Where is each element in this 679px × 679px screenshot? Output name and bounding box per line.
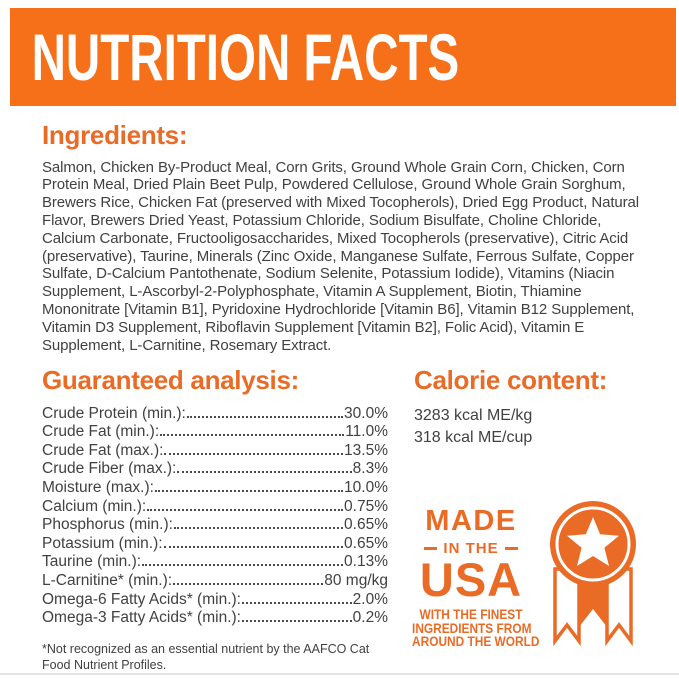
leader-dots — [177, 471, 352, 474]
made-label: MADE — [425, 505, 517, 537]
guaranteed-analysis-table: Crude Protein (min.): 30.0% Crude Fat (mi… — [42, 405, 388, 628]
leader-dots — [147, 508, 344, 511]
row-label: Moisture (max.): — [42, 478, 154, 496]
leader-dots — [173, 527, 344, 530]
row-value: 8.3% — [352, 460, 388, 478]
leader-dots — [142, 564, 344, 567]
table-row: Phosphorus (min.): 0.65% — [42, 516, 388, 535]
row-value: 0.65% — [344, 516, 388, 534]
leader-dots — [186, 415, 344, 418]
row-label: Crude Fat (max.): — [42, 441, 164, 459]
calorie-per-cup: 318 kcal ME/cup — [414, 428, 533, 446]
row-value: 80 mg/kg — [324, 571, 388, 589]
leader-dots — [241, 620, 352, 623]
row-label: Potassium (min.): — [42, 534, 163, 552]
header-bar: NUTRITION FACTS — [10, 8, 676, 106]
row-label: Calcium (min.): — [42, 497, 147, 515]
row-label: Taurine (min.): — [42, 553, 142, 571]
leader-dots — [164, 452, 344, 455]
usa-label: USA — [419, 553, 523, 606]
in-the-label: IN THE — [443, 540, 499, 557]
leader-dots — [154, 489, 344, 492]
row-label: Omega-3 Fatty Acids* (min.): — [42, 609, 241, 627]
row-value: 11.0% — [345, 423, 388, 441]
calorie-content-section: Calorie content: 3283 kcal ME/kg 318 kca… — [414, 366, 664, 449]
row-label: Omega-6 Fatty Acids* (min.): — [42, 590, 241, 608]
row-label: Phosphorus (min.): — [42, 516, 173, 534]
table-row: Crude Fat (max.): 13.5% — [42, 442, 388, 461]
row-value: 0.65% — [344, 534, 388, 552]
row-value: 10.0% — [344, 478, 388, 496]
leader-dots — [241, 601, 352, 604]
aafco-footnote: *Not recognized as an essential nutrient… — [42, 641, 370, 672]
leader-dots — [160, 434, 345, 437]
tagline-line-3: AROUND THE WORLD — [412, 634, 540, 650]
calorie-values: 3283 kcal ME/kg 318 kcal ME/cup — [414, 405, 664, 449]
row-value: 0.2% — [352, 609, 388, 627]
made-in-usa-badge: MADE IN THE USA WITH THE FINEST INGREDIE… — [404, 505, 540, 650]
row-value: 0.75% — [344, 497, 388, 515]
table-row: Omega-3 Fatty Acids* (min.): 0.2% — [42, 609, 388, 628]
calorie-per-kg: 3283 kcal ME/kg — [414, 406, 533, 424]
row-label: L-Carnitine* (min.): — [42, 571, 173, 589]
table-row: Calcium (min.): 0.75% — [42, 498, 388, 517]
guaranteed-analysis-heading: Guaranteed analysis: — [42, 365, 299, 395]
leader-dots — [173, 582, 324, 585]
table-row: Moisture (max.): 10.0% — [42, 479, 388, 498]
table-row: Crude Fat (min.): 11.0% — [42, 423, 388, 442]
row-value: 2.0% — [352, 590, 388, 608]
label-bottom-edge — [0, 673, 679, 675]
table-row: Crude Protein (min.): 30.0% — [42, 405, 388, 424]
calorie-content-heading: Calorie content: — [414, 365, 608, 395]
row-label: Crude Fat (min.): — [42, 423, 160, 441]
in-the-label-row: IN THE — [404, 540, 538, 557]
row-value: 0.13% — [344, 553, 388, 571]
table-row: L-Carnitine* (min.): 80 mg/kg — [42, 572, 388, 591]
tagline-line-1: WITH THE FINEST — [419, 607, 523, 623]
row-label: Crude Fiber (max.): — [42, 460, 177, 478]
dash-left-decoration — [424, 547, 438, 550]
row-value: 13.5% — [344, 441, 388, 459]
table-row: Taurine (min.): 0.13% — [42, 553, 388, 572]
ingredients-text: Salmon, Chicken By-Product Meal, Corn Gr… — [42, 158, 640, 354]
ribbon-medal-star-icon — [547, 499, 639, 652]
leader-dots — [163, 545, 344, 548]
guaranteed-analysis-section: Guaranteed analysis: Crude Protein (min.… — [42, 366, 388, 673]
table-row: Crude Fiber (max.): 8.3% — [42, 460, 388, 479]
row-value: 30.0% — [344, 404, 388, 422]
row-label: Crude Protein (min.): — [42, 404, 186, 422]
table-row: Omega-6 Fatty Acids* (min.): 2.0% — [42, 591, 388, 610]
ingredients-heading: Ingredients: — [42, 120, 188, 150]
usa-tagline: WITH THE FINEST INGREDIENTS FROM AROUND … — [404, 607, 540, 650]
dash-right-decoration — [504, 547, 518, 550]
page-title: NUTRITION FACTS — [31, 20, 460, 94]
ingredients-section: Ingredients: Salmon, Chicken By-Product … — [42, 121, 656, 354]
tagline-line-2: INGREDIENTS FROM — [412, 620, 532, 636]
table-row: Potassium (min.): 0.65% — [42, 535, 388, 554]
